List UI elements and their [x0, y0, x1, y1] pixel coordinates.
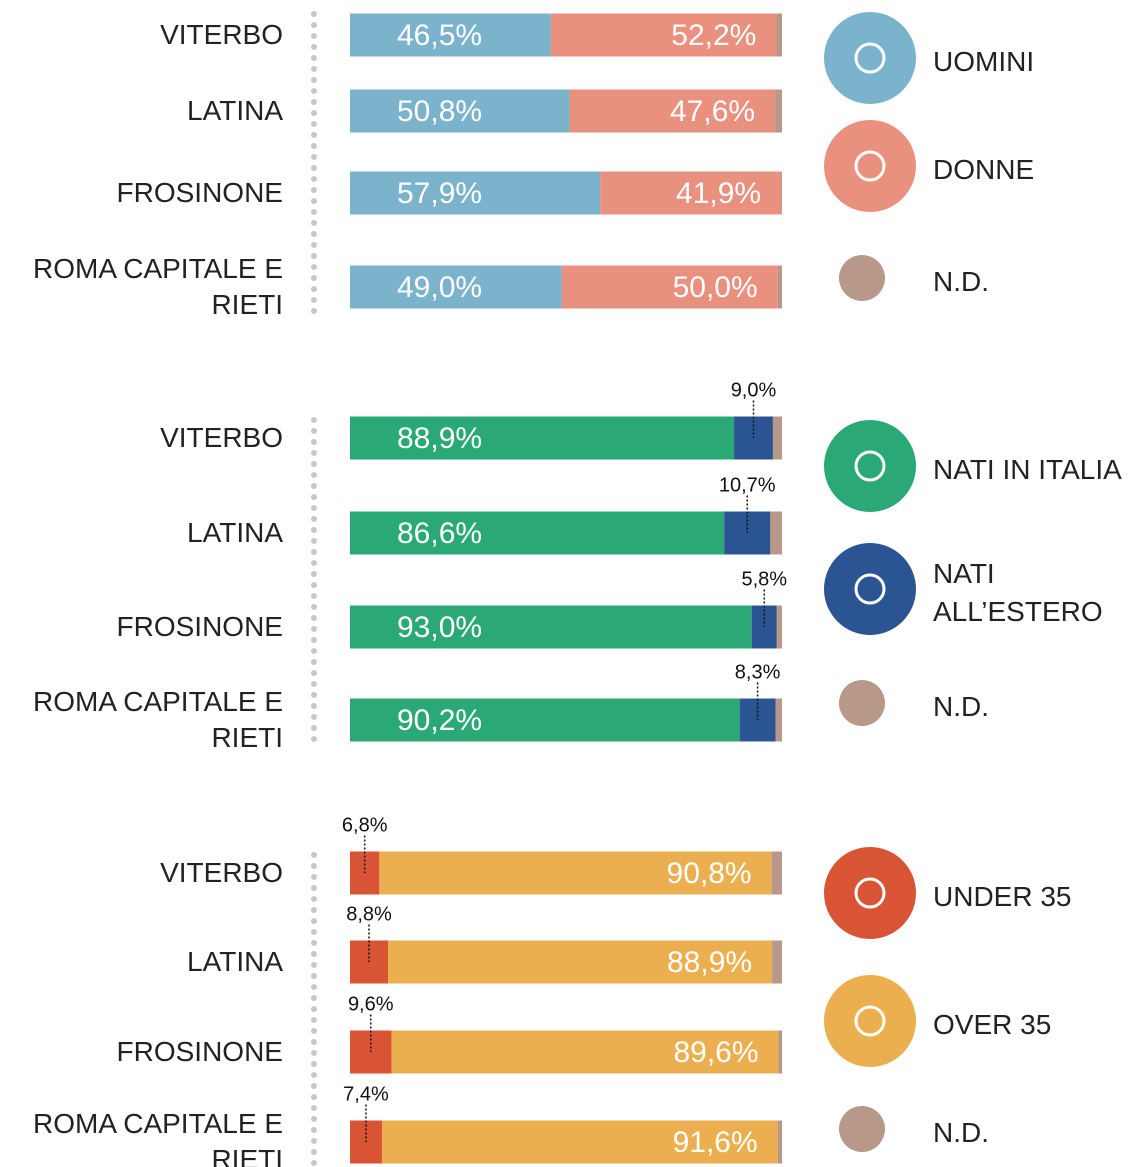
category-label: VITERBO: [160, 422, 283, 453]
bar-segment: [350, 89, 570, 133]
bar-segment: [775, 698, 782, 742]
value-label: 88,9%: [397, 422, 482, 455]
value-label: 52,2%: [671, 19, 756, 52]
legend-label: UOMINI: [933, 46, 1035, 77]
bar-segment: [350, 13, 551, 57]
value-label: 91,6%: [673, 1126, 758, 1159]
legend-icon-glyph: [854, 42, 886, 74]
category-label: FROSINONE: [116, 1036, 283, 1067]
legend-icon-glyph: [854, 450, 886, 482]
value-label: 10,7%: [719, 475, 776, 497]
value-label: 9,6%: [348, 994, 394, 1016]
legend-icon: [824, 543, 916, 635]
value-label: 8,8%: [346, 904, 392, 926]
bar-segment: [777, 265, 782, 309]
bar-segment: [350, 698, 740, 742]
bar-segment: [350, 605, 752, 649]
bar-segment: [776, 13, 782, 57]
value-label: 8,3%: [735, 662, 781, 684]
bar-segment: [550, 13, 777, 57]
legend-icon: [824, 12, 916, 104]
value-label: 57,9%: [397, 177, 482, 210]
value-label: 9,0%: [731, 380, 777, 402]
bar-segment: [388, 940, 773, 984]
bar-segment: [350, 265, 562, 309]
value-label: 50,0%: [673, 271, 758, 304]
bar-segment: [778, 1030, 782, 1074]
legend-label: DONNE: [933, 154, 1035, 185]
category-label: VITERBO: [160, 857, 283, 888]
value-label: 93,0%: [397, 611, 482, 644]
bar-segment: [771, 851, 782, 895]
category-label: ROMA CAPITALE E RIETI: [33, 253, 283, 320]
bar-segment: [776, 605, 782, 649]
bar-segment: [350, 511, 725, 555]
value-label: 7,4%: [343, 1084, 389, 1106]
legend-label: UNDER 35: [933, 881, 1072, 912]
category-label: FROSINONE: [116, 611, 283, 642]
category-label: LATINA: [187, 946, 283, 977]
legend-icon-glyph: [854, 877, 886, 909]
legend-icon-glyph: [854, 573, 886, 605]
value-label: 88,9%: [667, 946, 752, 979]
bar-segment: [772, 416, 782, 460]
legend-label: OVER 35: [933, 1009, 1052, 1040]
category-label: LATINA: [187, 95, 283, 126]
bar-segment: [770, 511, 782, 555]
category-label: ROMA CAPITALE E RIETI: [33, 686, 283, 753]
bar-segment: [569, 89, 776, 133]
bar-segment: [775, 89, 782, 133]
category-label: VITERBO: [160, 19, 283, 50]
legend-label: NATI ALL’ESTERO: [933, 558, 1103, 627]
legend-label: N.D.: [933, 266, 989, 297]
legend-icon: [824, 975, 916, 1067]
value-label: 50,8%: [397, 95, 482, 128]
bar-segment: [391, 1030, 779, 1074]
bar-segment: [600, 171, 782, 215]
value-label: 89,6%: [673, 1036, 758, 1069]
value-label: 41,9%: [676, 177, 761, 210]
legend-icon: [839, 255, 885, 301]
category-label: LATINA: [187, 517, 283, 548]
value-label: 90,2%: [397, 704, 482, 737]
value-label: 86,6%: [397, 517, 482, 550]
value-label: 90,8%: [667, 857, 752, 890]
bar-segment: [379, 851, 772, 895]
legend-icon-glyph: [854, 1005, 886, 1037]
bar-segment: [350, 171, 601, 215]
category-label: FROSINONE: [116, 177, 283, 208]
category-label: ROMA CAPITALE E RIETI: [33, 1108, 283, 1167]
legend-icon: [839, 1106, 885, 1152]
value-label: 49,0%: [397, 271, 482, 304]
bar-segment: [561, 265, 778, 309]
legend-icon: [839, 680, 885, 726]
value-label: 6,8%: [342, 815, 388, 837]
value-label: 5,8%: [741, 569, 787, 591]
legend-label: N.D.: [933, 691, 989, 722]
bar-segment: [781, 171, 782, 215]
legend-icon: [824, 847, 916, 939]
legend-icon: [824, 120, 916, 212]
value-label: 46,5%: [397, 19, 482, 52]
legend-label: N.D.: [933, 1117, 989, 1148]
legend-label: NATI IN ITALIA: [933, 454, 1122, 485]
bar-segment: [350, 416, 735, 460]
legend-icon-glyph: [854, 150, 886, 182]
value-label: 47,6%: [670, 95, 755, 128]
bar-segment: [777, 1120, 782, 1164]
bar-segment: [381, 1120, 778, 1164]
bar-segment: [772, 940, 782, 984]
legend-icon: [824, 420, 916, 512]
